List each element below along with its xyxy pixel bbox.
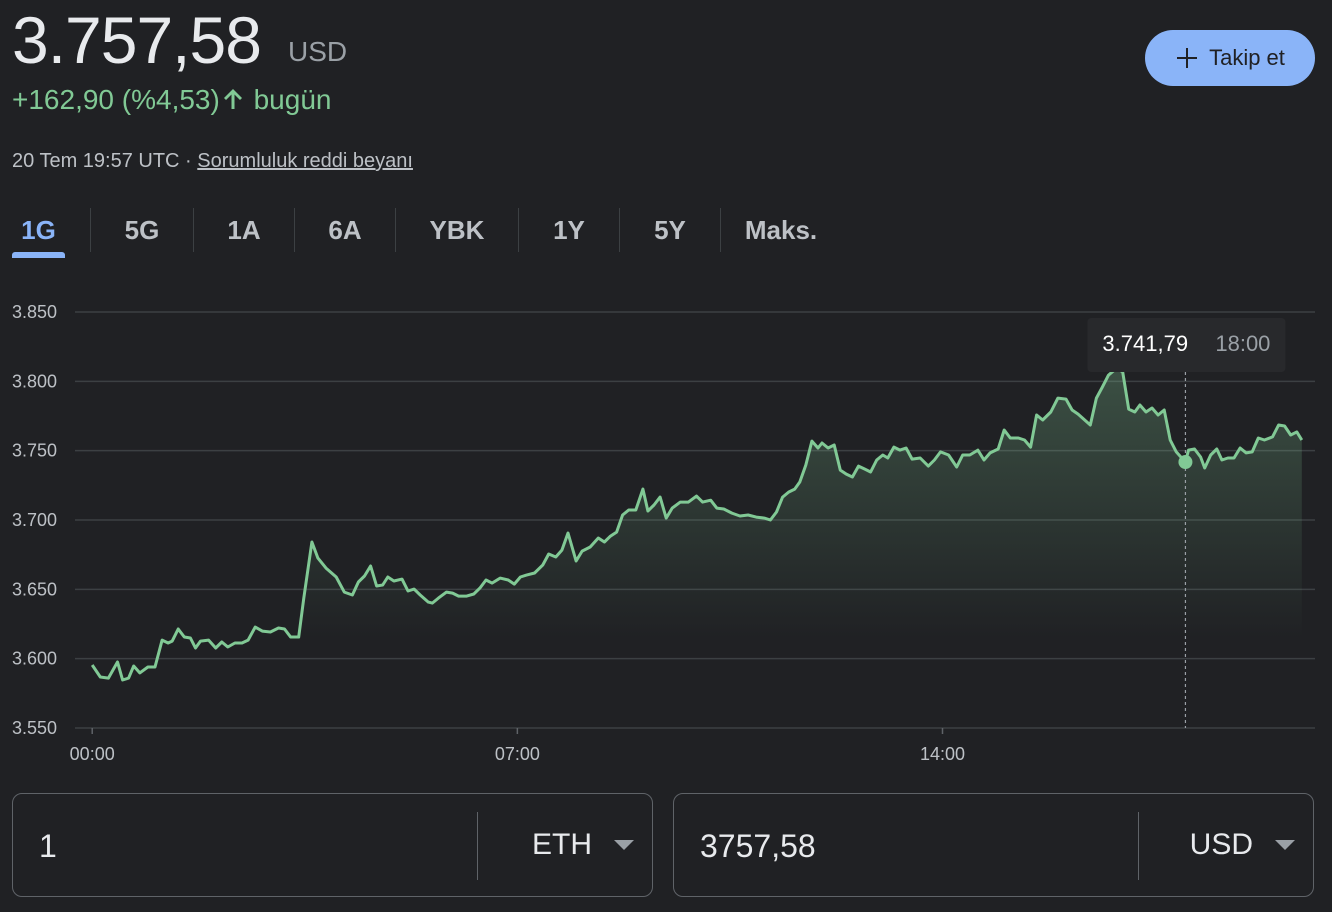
to-unit[interactable]: USD [1189, 828, 1253, 861]
dropdown-icon [1275, 840, 1295, 850]
change: +162,90 [12, 84, 114, 115]
change-percent: (%4,53) [121, 84, 220, 115]
follow-button[interactable]: Takip et [1145, 30, 1315, 86]
y-tick-label: 3.650 [12, 579, 57, 599]
amount-box[interactable]: 1 ETH [12, 793, 653, 897]
tab-separator [518, 208, 519, 252]
x-tick-label: 00:00 [70, 744, 115, 764]
divider [477, 812, 478, 880]
amount: 1 [39, 828, 57, 864]
result: 3757,58 [700, 828, 816, 864]
hover-dot [1178, 455, 1193, 470]
tooltip-time: 18:00 [1215, 331, 1270, 356]
range-tab[interactable]: Maks. [744, 214, 818, 245]
from-unit[interactable]: ETH [532, 828, 592, 861]
price: 3.757,58 [12, 3, 262, 77]
tab-separator [720, 208, 721, 252]
range-tabs: 1G 5G 1A 6A YBK 1Y 5Y Maks. [0, 206, 841, 262]
dropdown-icon [614, 840, 634, 850]
x-tick-label: 07:00 [495, 744, 540, 764]
y-tick-label: 3.550 [12, 718, 57, 738]
disclaimer-link[interactable]: Sorumluluk reddi beyanı [197, 150, 413, 172]
range-tab[interactable]: 1G [12, 206, 65, 258]
divider [1138, 812, 1139, 880]
y-tick-label: 3.850 [12, 302, 57, 322]
range-tab[interactable]: 1A [227, 214, 261, 245]
tab-separator [90, 208, 91, 252]
area-fill [92, 368, 1302, 728]
y-tick-label: 3.750 [12, 441, 57, 461]
up-arrow [223, 89, 242, 109]
chart: 3.550 3.600 3.650 3.700 3.750 3.800 3.850 00:00… [12, 302, 1315, 764]
x-tick-label: 14:00 [920, 744, 965, 764]
y-tick-label: 3.800 [12, 371, 57, 391]
range-tab[interactable]: 5G [124, 214, 160, 245]
y-tick-label: 3.600 [12, 649, 57, 669]
currency: USD [288, 36, 348, 67]
change-row: +162,90 (%4,53) bugün [12, 84, 331, 116]
follow-label: Takip et [1209, 45, 1285, 70]
tooltip-value: 3.741,79 [1102, 331, 1188, 356]
timestamp: 20 Tem 19:57 UTC · [12, 150, 192, 172]
range-tab[interactable]: 5Y [654, 214, 686, 245]
range-tab[interactable]: YBK [429, 214, 485, 245]
tooltip-box [1087, 318, 1286, 372]
result-box[interactable]: 3757,58 USD [673, 793, 1314, 897]
tab-separator [193, 208, 194, 252]
tab-separator [294, 208, 295, 252]
range-tab[interactable]: 6A [328, 214, 362, 245]
tab-separator [395, 208, 396, 252]
plus-icon [1177, 48, 1198, 68]
timestamp-row: 20 Tem 19:57 UTC · Sorumluluk reddi beya… [12, 150, 413, 173]
tab-separator [619, 208, 620, 252]
y-tick-label: 3.700 [12, 510, 57, 530]
range-tab[interactable]: 1Y [553, 214, 585, 245]
period: bugün [253, 84, 332, 115]
